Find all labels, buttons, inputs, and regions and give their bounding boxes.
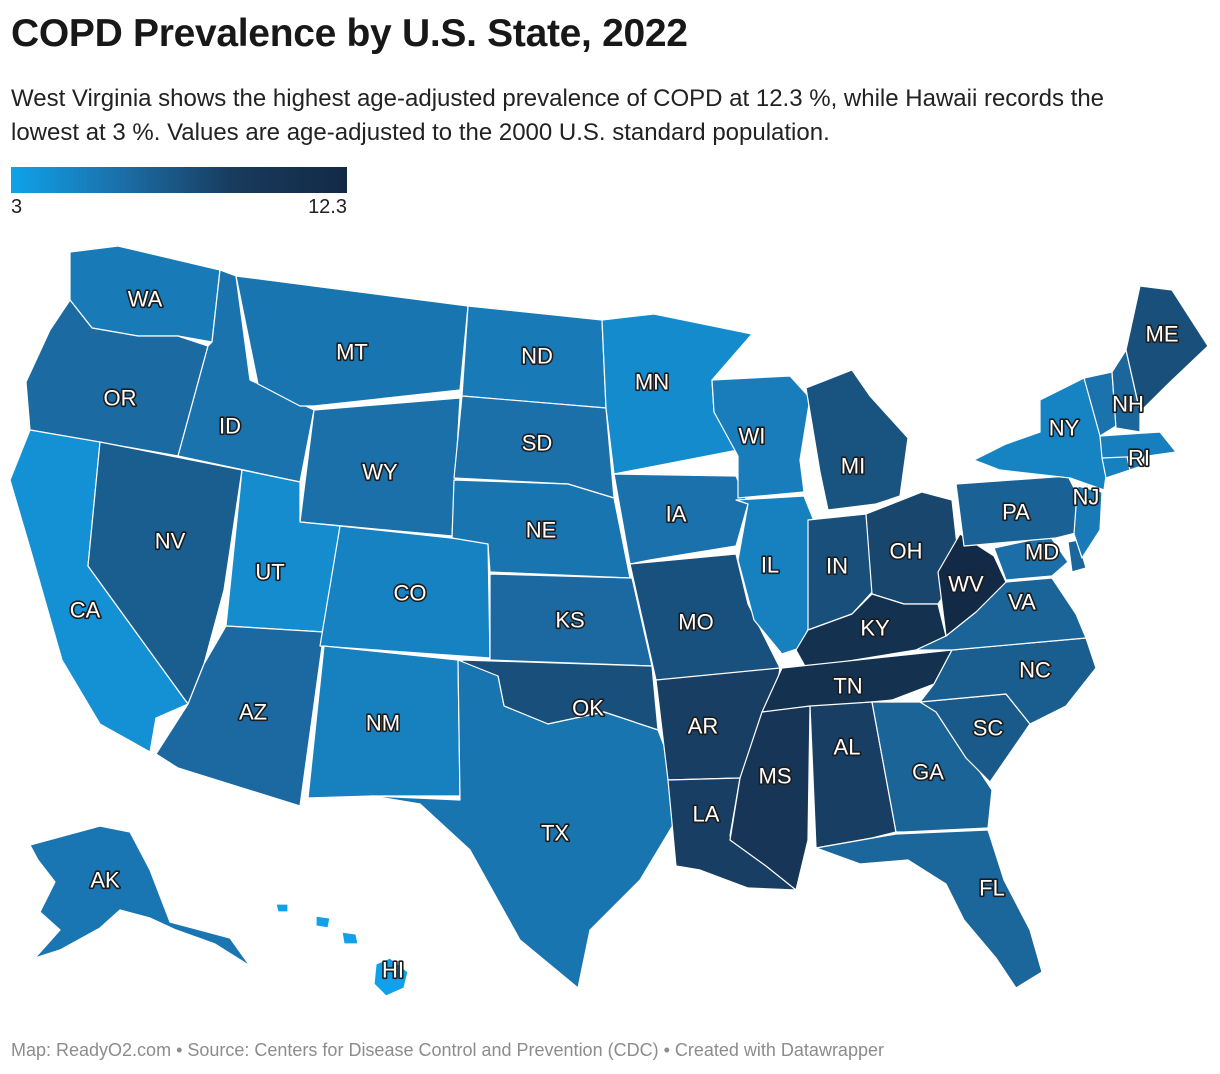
state-label-wy: WY (362, 460, 398, 485)
state-ne[interactable] (451, 479, 631, 579)
state-hi[interactable] (373, 957, 409, 997)
state-wv[interactable] (937, 533, 1007, 637)
legend-gradient-bar (11, 167, 347, 193)
state-label-nj: NJ (1073, 485, 1100, 510)
state-label-tx: TX (541, 821, 569, 846)
state-de[interactable] (1067, 539, 1087, 573)
state-label-sd: SD (522, 431, 553, 456)
state-az[interactable] (155, 625, 325, 807)
state-label-nd: ND (521, 344, 553, 369)
state-label-nc: NC (1019, 658, 1051, 683)
state-label-ri: RI (1128, 446, 1150, 471)
state-hi-island[interactable] (341, 931, 359, 945)
state-label-az: AZ (239, 700, 267, 725)
state-me[interactable] (1125, 285, 1209, 413)
state-hi-island[interactable] (275, 903, 289, 913)
state-label-al: AL (834, 735, 861, 760)
state-label-ok: OK (572, 696, 604, 721)
state-label-ne: NE (526, 518, 557, 543)
chart-title: COPD Prevalence by U.S. State, 2022 (11, 12, 688, 55)
state-label-ga: GA (912, 760, 944, 785)
state-mi[interactable] (805, 369, 909, 511)
state-label-or: OR (104, 386, 137, 411)
state-label-wi: WI (739, 424, 766, 449)
state-label-md: MD (1025, 540, 1059, 565)
state-ma[interactable] (1099, 431, 1177, 459)
state-label-mo: MO (678, 610, 713, 635)
state-label-ak: AK (90, 868, 120, 893)
state-label-fl: FL (979, 876, 1005, 901)
state-label-co: CO (394, 581, 427, 606)
state-label-ia: IA (666, 502, 687, 527)
state-label-wa: WA (128, 287, 163, 312)
color-legend: 3 12.3 (11, 167, 347, 219)
state-ak[interactable] (29, 825, 251, 967)
chart-subtitle: West Virginia shows the highest age-adju… (11, 85, 1105, 146)
state-label-ny: NY (1049, 416, 1080, 441)
state-label-mt: MT (336, 340, 368, 365)
legend-min-label: 3 (11, 196, 23, 218)
state-fl[interactable] (815, 829, 1043, 989)
state-wi[interactable] (711, 375, 811, 499)
state-tn[interactable] (761, 649, 953, 713)
state-ms[interactable] (729, 705, 811, 891)
state-label-oh: OH (890, 539, 923, 564)
state-il[interactable] (735, 495, 819, 655)
us-choropleth-map: WA OR CA NV ID MT WY UT AZ CO NM ND SD NE KS OK TX MN IA MO… (9, 245, 1209, 997)
state-label-ks: KS (555, 608, 584, 633)
state-label-il: IL (761, 553, 779, 578)
state-label-nh: NH (1112, 392, 1144, 417)
state-label-mi: MI (841, 454, 865, 479)
state-label-hi: HI (382, 958, 404, 983)
source-footer: Map: ReadyO2.com • Source: Centers for D… (11, 1040, 884, 1060)
legend-max-label: 12.3 (308, 196, 347, 218)
state-label-la: LA (693, 802, 720, 827)
state-ky[interactable] (795, 593, 947, 669)
state-label-tn: TN (833, 674, 862, 699)
state-label-va: VA (1008, 590, 1036, 615)
state-label-pa: PA (1002, 500, 1030, 525)
state-label-ar: AR (688, 714, 719, 739)
state-al[interactable] (809, 701, 897, 849)
state-label-ms: MS (759, 764, 792, 789)
state-label-mn: MN (635, 370, 669, 395)
state-in[interactable] (807, 513, 875, 631)
state-label-nm: NM (366, 711, 400, 736)
state-nm[interactable] (307, 645, 461, 799)
state-label-id: ID (219, 414, 241, 439)
state-label-wv: WV (948, 572, 984, 597)
state-nh[interactable] (1111, 349, 1141, 433)
state-label-ut: UT (255, 560, 284, 585)
state-ny[interactable] (973, 377, 1107, 491)
state-label-ky: KY (860, 616, 890, 641)
state-label-in: IN (826, 554, 848, 579)
state-label-nv: NV (155, 529, 186, 554)
state-label-ca: CA (70, 598, 101, 623)
state-label-sc: SC (973, 716, 1004, 741)
state-hi-island[interactable] (315, 915, 331, 929)
state-nj[interactable] (1073, 485, 1103, 559)
state-label-me: ME (1146, 322, 1179, 347)
